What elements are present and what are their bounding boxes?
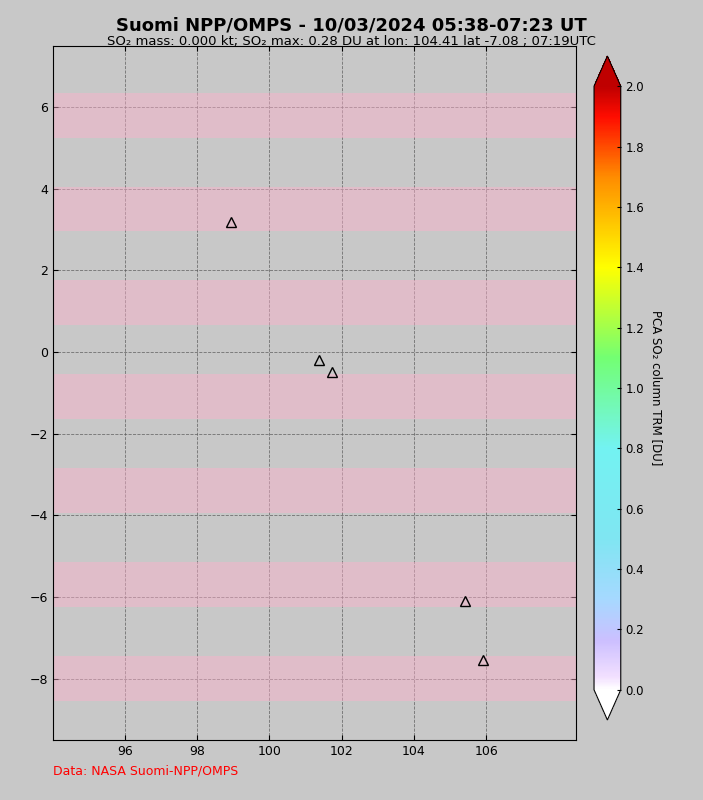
Bar [53, 468, 576, 514]
Bar [53, 656, 576, 701]
Bar [53, 186, 576, 231]
Bar [53, 374, 576, 419]
Bar [53, 562, 576, 607]
PathPatch shape [594, 56, 621, 86]
Text: Suomi NPP/OMPS - 10/03/2024 05:38-07:23 UT: Suomi NPP/OMPS - 10/03/2024 05:38-07:23 … [116, 16, 587, 34]
Text: Data: NASA Suomi-NPP/OMPS: Data: NASA Suomi-NPP/OMPS [53, 765, 238, 778]
PathPatch shape [594, 690, 621, 720]
Text: SO₂ mass: 0.000 kt; SO₂ max: 0.28 DU at lon: 104.41 lat -7.08 ; 07:19UTC: SO₂ mass: 0.000 kt; SO₂ max: 0.28 DU at … [107, 35, 596, 48]
Bar [53, 93, 576, 138]
Bar [53, 281, 576, 326]
Y-axis label: PCA SO₂ column TRM [DU]: PCA SO₂ column TRM [DU] [650, 310, 663, 466]
